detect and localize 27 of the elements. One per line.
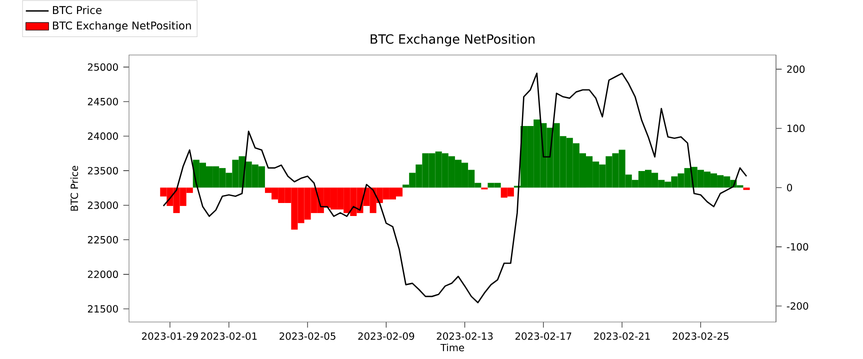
y-tick-label: 22500	[88, 236, 118, 244]
x-axis-title: Time	[440, 344, 464, 352]
x-tick-label: 2023-02-05	[280, 332, 336, 340]
x-tick-label: 2023-02-25	[672, 332, 728, 340]
line-series	[162, 72, 748, 304]
y-tick-label: 25000	[88, 63, 118, 71]
chart-title: BTC Exchange NetPosition	[370, 34, 534, 46]
y2-tick-label: 100	[787, 124, 805, 132]
x-tick-label: 2023-02-09	[358, 332, 414, 340]
y2-tick-label: -200	[786, 302, 808, 310]
y-tick-label: 23500	[88, 166, 118, 174]
x-tick-label: 2023-02-17	[515, 332, 572, 340]
y-tick-label: 24500	[88, 98, 118, 106]
y-tick-label: 21500	[88, 305, 118, 313]
y-tick-label: 24000	[88, 132, 118, 140]
legend-label: BTC Price	[53, 6, 102, 14]
y2-tick-label: 200	[787, 65, 805, 73]
y-axis-title: BTC Price	[70, 166, 78, 211]
x-tick-label: 2023-01-29	[142, 332, 198, 340]
y2-tick-label: 0	[787, 184, 792, 192]
x-tick-label: 2023-02-21	[594, 332, 650, 340]
y-tick-label: 23000	[88, 202, 118, 209]
x-tick-label: 2023-02-01	[200, 332, 257, 340]
y2-tick-label: -100	[786, 243, 808, 251]
y-tick-label: 22000	[88, 270, 118, 278]
legend-label: BTC Exchange NetPosition	[53, 21, 191, 32]
x-tick-label: 2023-02-13	[436, 332, 493, 340]
